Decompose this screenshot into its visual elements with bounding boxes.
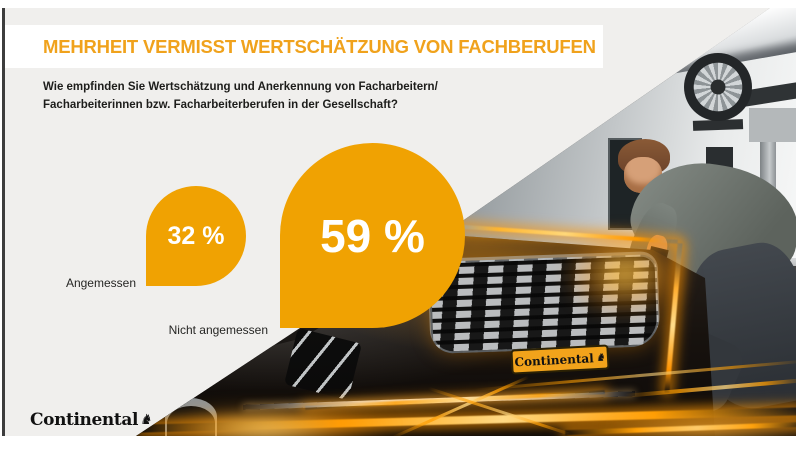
survey-question-line2: Facharbeiterinnen bzw. Facharbeiterberuf…	[43, 99, 398, 111]
glow-spot	[136, 406, 395, 436]
glow-spot	[605, 414, 796, 436]
survey-question: Wie empfinden Sie Wertschätzung und Aner…	[43, 78, 473, 114]
survey-question-line1: Wie empfinden Sie Wertschätzung und Aner…	[43, 81, 438, 93]
car-lift-platform	[749, 108, 796, 142]
slide: Continental ♞ MEHRHEIT VERMISST WERTSCHÄT…	[2, 8, 796, 436]
continental-logo: Continental ♞	[30, 406, 153, 434]
license-plate-continental: Continental ♞	[510, 344, 610, 375]
plate-logo-text: Continental	[514, 350, 595, 369]
bubble-label-angemessen: Angemessen	[65, 276, 136, 290]
horse-icon: ♞	[140, 412, 153, 428]
continental-wordmark: Continental	[30, 410, 139, 430]
bubble-label-nicht-angemessen: Nicht angemessen	[168, 323, 268, 337]
bubble-nicht-angemessen: 59 %	[280, 143, 465, 328]
title-band	[5, 25, 603, 68]
glow-spot	[560, 228, 690, 318]
bubble-angemessen: 32 %	[146, 186, 246, 286]
white-car-wheel	[684, 53, 752, 121]
bubble-value: 59 %	[320, 209, 425, 262]
bubble-value: 32 %	[167, 221, 225, 250]
page-title: MEHRHEIT VERMISST WERTSCHÄTZUNG VON FACH…	[43, 36, 596, 57]
horse-icon: ♞	[595, 350, 606, 365]
